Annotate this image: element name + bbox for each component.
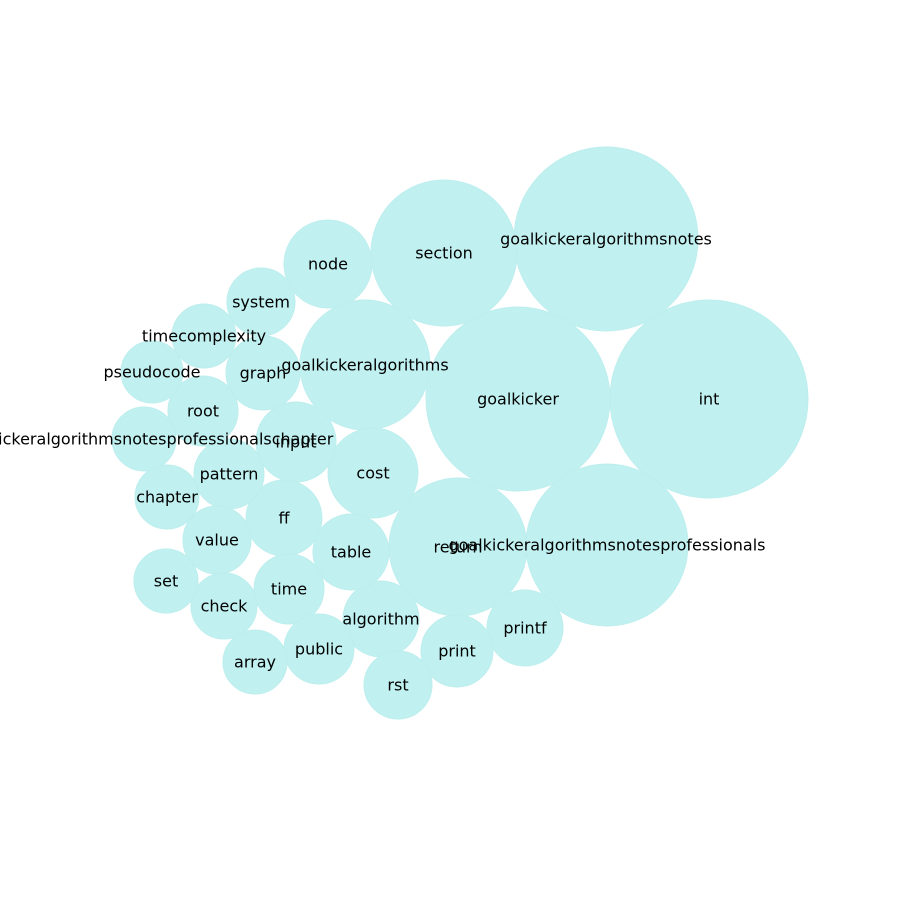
bubble-label-pattern: pattern xyxy=(200,465,259,484)
bubble-printf xyxy=(486,589,564,667)
bubble-label-printf: printf xyxy=(503,619,547,638)
bubble-label-ff: ff xyxy=(278,509,290,528)
bubble-label-int: int xyxy=(699,390,720,409)
bubble-goalkicker xyxy=(425,306,611,492)
labels-layer: int goalkickeralgorithmsnotes goalkicker go… xyxy=(0,230,766,695)
bubble-label-algorithm: algorithm xyxy=(342,610,419,629)
bubble-label-cost: cost xyxy=(356,464,389,483)
bubble-goalkickeralgorithmsnotesprofessionalschapter xyxy=(111,406,177,472)
bubble-label-goalkickeralgorithms: goalkickeralgorithms xyxy=(281,356,448,375)
bubble-node xyxy=(283,219,373,309)
bubble-label-system: system xyxy=(232,293,290,312)
bubble-label-check: check xyxy=(201,597,249,616)
bubble-label-goalkickeralgorithmsnotesprofessionalschapter: goalkickeralgorithmsnotesprofessionalsch… xyxy=(0,430,334,449)
bubble-label-chapter: chapter xyxy=(136,488,198,507)
bubble-pseudocode xyxy=(120,340,184,404)
bubble-label-time: time xyxy=(271,580,307,599)
bubble-label-value: value xyxy=(195,531,239,550)
bubble-label-timecomplexity: timecomplexity xyxy=(142,327,266,346)
bubble-label-graph: graph xyxy=(240,364,287,383)
bubble-check xyxy=(190,572,258,640)
bubble-rst xyxy=(363,650,433,720)
bubble-print xyxy=(420,614,494,688)
bubble-label-rst: rst xyxy=(387,676,408,695)
bubble-label-goalkicker: goalkicker xyxy=(477,390,559,409)
bubble-label-goalkickeralgorithmsnotesprofessionals: goalkickeralgorithmsnotesprofessionals xyxy=(448,536,765,555)
bubble-timecomplexity xyxy=(171,303,237,369)
bubble-label-set: set xyxy=(154,572,178,591)
bubble-label-table: table xyxy=(331,543,372,562)
bubble-system xyxy=(226,267,296,337)
bubble-time xyxy=(253,553,325,625)
bubble-label-print: print xyxy=(438,642,476,661)
bubble-set xyxy=(133,548,199,614)
bubble-array xyxy=(222,629,288,695)
bubble-label-section: section xyxy=(415,244,473,263)
bubble-cost xyxy=(327,427,419,519)
bubble-label-array: array xyxy=(234,653,276,672)
bubble-root xyxy=(167,375,239,447)
bubbles-layer xyxy=(111,146,809,720)
bubble-label-node: node xyxy=(308,255,348,274)
bubble-label-pseudocode: pseudocode xyxy=(103,363,200,382)
bubble-label-return: return xyxy=(434,538,483,557)
bubble-label-goalkickeralgorithmsnotes: goalkickeralgorithmsnotes xyxy=(500,230,712,249)
bubble-label-root: root xyxy=(187,402,219,421)
bubble-table xyxy=(312,513,390,591)
bubble-label-public: public xyxy=(295,640,343,659)
bubble-label-input: input xyxy=(275,433,316,452)
bubble-chapter xyxy=(134,464,200,530)
